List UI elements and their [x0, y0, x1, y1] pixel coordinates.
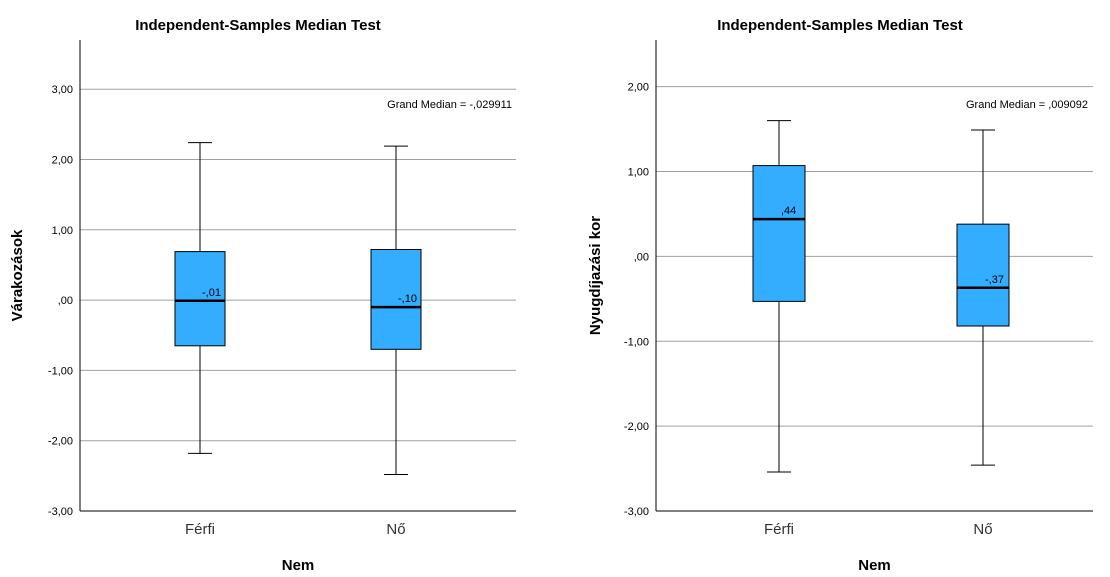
y-tick-label: ,00 [58, 295, 73, 307]
category-label: Nő [386, 521, 405, 538]
y-axis-label: Várakozások [9, 229, 26, 321]
median-label: -,10 [398, 293, 417, 305]
box-no: -,10 [370, 145, 422, 475]
y-tick-label: ,00 [634, 251, 649, 263]
category-label: Nő [973, 521, 992, 538]
median-label: -,01 [202, 287, 221, 299]
median-label: ,44 [781, 205, 796, 217]
y-tick-label: 2,00 [52, 155, 73, 167]
y-tick-label: 2,00 [628, 82, 649, 94]
y-tick-label: -1,00 [624, 336, 649, 348]
y-tick-label: 1,00 [628, 167, 649, 179]
grand-median-annotation: Grand Median = ,009092 [966, 99, 1088, 111]
median-label: -,37 [985, 274, 1004, 286]
y-tick-label: -3,00 [48, 506, 73, 518]
y-tick-label: 3,00 [52, 84, 73, 96]
x-axis-label: Nem [858, 557, 891, 574]
category-label: Férfi [764, 521, 794, 538]
category-label: Férfi [185, 521, 215, 538]
x-axis-label: Nem [282, 557, 315, 574]
chart-left: 3,00 2,00 1,00 ,00 -1,00 -2,00 -3,00 Independen… [9, 17, 516, 574]
iqr-box [174, 251, 226, 347]
grand-median-annotation: Grand Median = -,029911 [387, 99, 512, 111]
chart-right: 2,00 1,00 ,00 -1,00 -2,00 -3,00 Independent-Sa… [587, 17, 1093, 574]
iqr-box [370, 248, 422, 350]
iqr-box [956, 223, 1010, 327]
box-ferfi: -,01 [174, 142, 226, 454]
iqr-box [752, 165, 806, 302]
chart-title: Independent-Samples Median Test [717, 17, 963, 34]
y-tick-label: -1,00 [48, 365, 73, 377]
box-no: -,37 [956, 129, 1010, 466]
box-ferfi: ,44 [752, 120, 806, 473]
y-axis-label: Nyugdíjazási kor [587, 216, 604, 335]
y-tick-label: -2,00 [48, 436, 73, 448]
y-tick-label: -2,00 [624, 421, 649, 433]
y-tick-label: -3,00 [624, 506, 649, 518]
y-tick-label: 1,00 [52, 225, 73, 237]
chart-title: Independent-Samples Median Test [135, 17, 381, 34]
